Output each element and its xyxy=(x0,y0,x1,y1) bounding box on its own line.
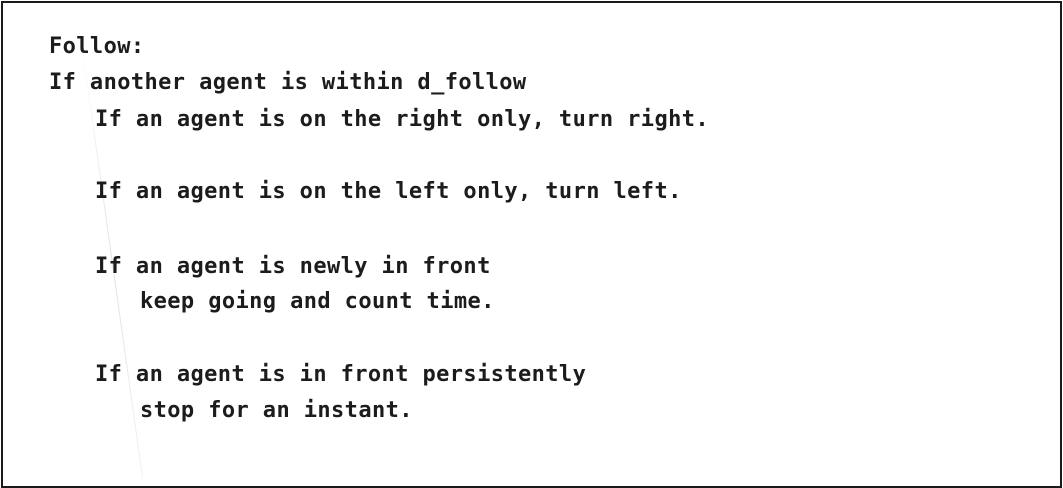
algorithm-title: Follow: xyxy=(49,34,145,59)
condition-within-distance: If another agent is within d_follow xyxy=(49,70,527,95)
rule-turn-right: If an agent is on the right only, turn r… xyxy=(95,107,710,132)
rule-persistently-in-front: If an agent is in front persistently xyxy=(95,362,587,387)
rule-newly-in-front: If an agent is newly in front xyxy=(95,254,491,279)
rule-stop-instant: stop for an instant. xyxy=(140,398,413,423)
rule-keep-going: keep going and count time. xyxy=(140,289,495,314)
rule-turn-left: If an agent is on the left only, turn le… xyxy=(95,179,682,204)
